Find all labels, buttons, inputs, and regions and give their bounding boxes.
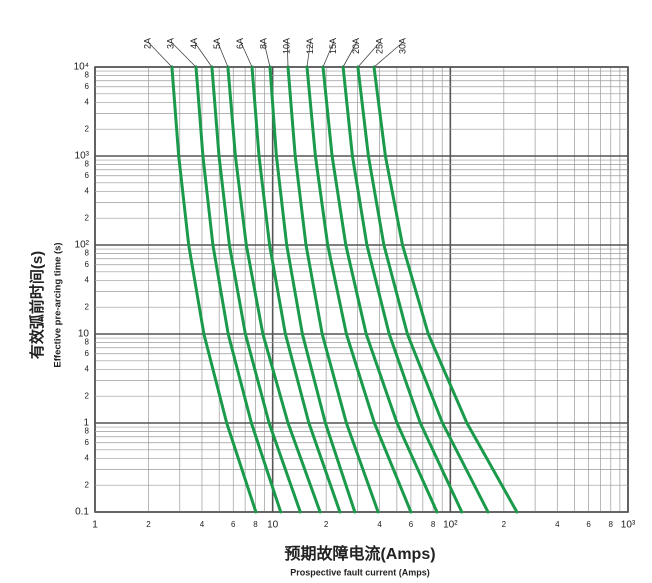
y-tick-label: 10⁴: [74, 62, 89, 73]
leader-line: [373, 41, 404, 68]
leader-line: [240, 41, 253, 68]
y-tick-label: 2: [85, 213, 90, 222]
x-tick-label: 8: [253, 520, 258, 529]
x-tick-label: 2: [502, 520, 507, 529]
leader-line: [357, 41, 381, 68]
curve: [356, 65, 490, 514]
curve: [321, 65, 439, 514]
series-label: 15A: [328, 38, 338, 54]
x-axis-title-en: Prospective fault current (Amps): [290, 567, 430, 577]
y-tick-label: 4: [85, 276, 90, 285]
y-tick-label: 6: [85, 82, 90, 91]
x-tick-label: 2: [146, 520, 151, 529]
series-label: 20A: [351, 38, 361, 54]
y-tick-label: 8: [85, 160, 90, 169]
x-tick-label: 8: [609, 520, 614, 529]
y-tick-label: 6: [85, 349, 90, 358]
y-tick-label: 4: [85, 365, 90, 374]
leader-line: [217, 41, 229, 68]
leader-line: [263, 41, 271, 68]
x-tick-label: 4: [555, 520, 560, 529]
y-tick-label: 4: [85, 187, 90, 196]
x-tick-label: 10³: [621, 520, 636, 531]
curve: [210, 65, 302, 514]
y-tick-label: 6: [85, 438, 90, 447]
x-tick-label: 4: [377, 520, 382, 529]
curve: [305, 65, 413, 514]
y-tick-label: 6: [85, 260, 90, 269]
series-label: 2A: [142, 38, 152, 49]
curve: [250, 65, 342, 514]
leader-line: [342, 41, 358, 68]
series-label: 3A: [166, 38, 176, 49]
curve: [372, 65, 519, 514]
x-tick-label: 8: [431, 520, 436, 529]
series-label: 6A: [235, 38, 245, 49]
series-label: 30A: [398, 38, 408, 54]
curve: [268, 65, 357, 514]
series-label: 4A: [189, 38, 199, 49]
plot-background: [94, 66, 629, 513]
leader-line: [306, 41, 311, 68]
y-axis-title: 有效弧前时间(s): [28, 251, 46, 359]
leader-line: [194, 41, 213, 68]
y-tick-label: 6: [85, 171, 90, 180]
y-tick-label: 10²: [75, 240, 90, 251]
y-tick-label: 4: [85, 454, 90, 463]
y-tick-label: 8: [85, 427, 90, 436]
x-tick-label: 10²: [443, 520, 458, 531]
y-tick-label: 10: [78, 329, 90, 340]
y-tick-label: 2: [85, 124, 90, 133]
series-label: 12A: [305, 38, 315, 54]
y-tick-label: 2: [85, 480, 90, 489]
y-tick-label: 8: [85, 249, 90, 258]
x-tick-label: 4: [200, 520, 205, 529]
series-label: 25A: [374, 38, 384, 54]
y-tick-label: 8: [85, 71, 90, 80]
curve: [286, 65, 380, 514]
y-tick-label: 1: [83, 418, 89, 429]
curve: [341, 65, 464, 514]
y-tick-label: 10³: [75, 151, 90, 162]
series-label: 8A: [258, 38, 268, 49]
y-tick-label: 0.1: [75, 507, 89, 518]
series-label: 10A: [282, 38, 292, 54]
curve: [226, 65, 322, 514]
x-tick-label: 1: [92, 520, 98, 531]
leader-line: [147, 41, 173, 68]
leader-line: [286, 41, 289, 68]
leader-line: [170, 41, 197, 68]
leader-line: [322, 41, 334, 68]
y-tick-label: 4: [85, 98, 90, 107]
x-axis-title: 预期故障电流(Amps): [284, 544, 435, 563]
x-tick-label: 6: [409, 520, 414, 529]
curve: [170, 65, 258, 514]
x-tick-label: 10: [267, 520, 279, 531]
y-tick-label: 2: [85, 302, 90, 311]
y-tick-label: 8: [85, 338, 90, 347]
x-tick-label: 2: [324, 520, 329, 529]
y-tick-label: 2: [85, 391, 90, 400]
y-axis-title-en: Effective pre-arcing time (s): [53, 242, 64, 367]
x-tick-label: 6: [231, 520, 236, 529]
series-label: 5A: [212, 38, 222, 49]
curve: [194, 65, 283, 514]
x-tick-label: 6: [586, 520, 591, 529]
